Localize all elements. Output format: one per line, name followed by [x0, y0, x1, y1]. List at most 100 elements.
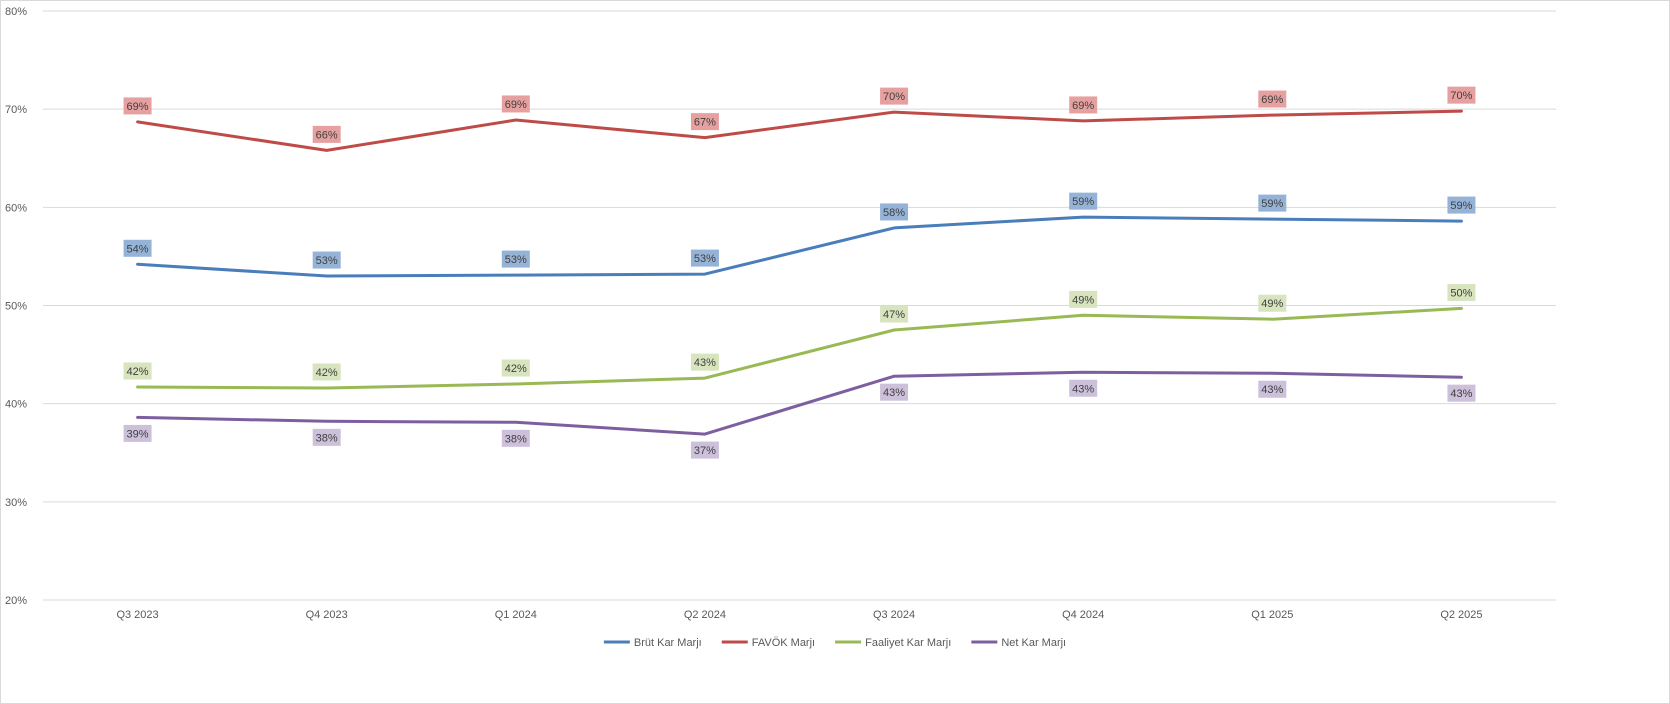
data-label: 43%	[880, 383, 909, 401]
data-label-box	[123, 424, 152, 442]
y-tick-label: 30%	[5, 497, 27, 509]
y-tick-label: 20%	[5, 595, 27, 607]
data-label: 69%	[501, 95, 530, 113]
data-label: 43%	[1258, 380, 1287, 398]
data-label-text: 50%	[1450, 287, 1472, 299]
data-label: 70%	[880, 87, 909, 105]
data-label-text: 42%	[316, 367, 338, 379]
data-label: 43%	[1069, 379, 1098, 397]
data-label-box	[501, 429, 530, 447]
data-label-box	[690, 249, 719, 267]
data-label-box	[1069, 290, 1098, 308]
data-label-text: 70%	[883, 91, 905, 103]
data-label-text: 54%	[127, 243, 149, 255]
data-label-text: 47%	[883, 309, 905, 321]
data-label: 43%	[690, 353, 719, 371]
x-tick-label: Q2 2024	[684, 609, 726, 621]
data-label-box	[1447, 196, 1476, 214]
data-label-box	[1258, 380, 1287, 398]
data-label-text: 49%	[1072, 294, 1094, 306]
x-tick-label: Q4 2023	[306, 609, 348, 621]
data-label: 54%	[123, 239, 152, 257]
legend-label: Brüt Kar Marjı	[634, 637, 702, 649]
x-tick-label: Q4 2024	[1062, 609, 1104, 621]
x-tick-label: Q3 2024	[873, 609, 915, 621]
data-label-box	[1069, 192, 1098, 210]
legend-label: FAVÖK Marjı	[752, 637, 815, 649]
data-label-box	[1069, 96, 1098, 114]
data-label-text: 59%	[1072, 196, 1094, 208]
data-label: 38%	[501, 429, 530, 447]
series-lines	[136, 109, 1463, 436]
legend: Brüt Kar Marjı FAVÖK Marjı Faaliyet Kar Ma…	[603, 637, 1066, 649]
data-label-box	[1258, 294, 1287, 312]
data-label-text: 53%	[316, 255, 338, 267]
data-label-text: 69%	[505, 99, 527, 111]
data-label-text: 69%	[127, 101, 149, 113]
x-tick-label: Q3 2023	[116, 609, 158, 621]
data-label: 49%	[1258, 294, 1287, 312]
y-tick-label: 40%	[5, 399, 27, 411]
legend-item[interactable]: Brüt Kar Marjı	[603, 637, 702, 649]
legend-item[interactable]: Net Kar Marjı	[971, 637, 1066, 649]
data-label: 69%	[123, 97, 152, 115]
data-label: 66%	[312, 125, 341, 143]
data-label: 69%	[1258, 90, 1287, 108]
data-label-box	[880, 203, 909, 221]
data-label-text: 59%	[1450, 200, 1472, 212]
data-label: 59%	[1447, 196, 1476, 214]
data-label: 42%	[123, 362, 152, 380]
data-label-box	[501, 250, 530, 268]
series-line-2	[136, 306, 1463, 390]
data-labels: 54% 53% 53% 53% 58% 59% 59% 59% 69% 66% 69% 67% 70% 6…	[123, 86, 1476, 459]
data-label-box	[123, 97, 152, 115]
data-label-text: 43%	[694, 357, 716, 369]
legend-label: Faaliyet Kar Marjı	[865, 637, 951, 649]
data-label-text: 70%	[1450, 90, 1472, 102]
data-label-box	[1258, 194, 1287, 212]
data-label-box	[690, 113, 719, 131]
data-label: 59%	[1258, 194, 1287, 212]
data-label: 42%	[501, 359, 530, 377]
data-label-text: 37%	[694, 445, 716, 457]
data-label-text: 58%	[883, 207, 905, 219]
data-label-text: 39%	[127, 428, 149, 440]
data-label-text: 67%	[694, 117, 716, 129]
data-label-text: 43%	[1072, 383, 1094, 395]
legend-label: Net Kar Marjı	[1001, 637, 1066, 649]
data-label-text: 69%	[1072, 100, 1094, 112]
x-tick-label: Q1 2024	[495, 609, 537, 621]
data-label-text: 53%	[505, 254, 527, 266]
data-label-text: 69%	[1261, 94, 1283, 106]
data-label: 42%	[312, 363, 341, 381]
data-label-box	[501, 95, 530, 113]
legend-item[interactable]: Faaliyet Kar Marjı	[835, 637, 951, 649]
data-label: 53%	[501, 250, 530, 268]
data-label-box	[312, 428, 341, 446]
data-label-text: 42%	[127, 366, 149, 378]
data-label-box	[312, 363, 341, 381]
data-label: 43%	[1447, 384, 1476, 402]
data-label-box	[1447, 384, 1476, 402]
series-line-0	[136, 215, 1463, 278]
series-line-3	[136, 370, 1463, 436]
data-label-text: 49%	[1261, 298, 1283, 310]
data-label-box	[880, 305, 909, 323]
data-label-text: 38%	[505, 433, 527, 445]
data-label-box	[690, 441, 719, 459]
series-line-1	[136, 109, 1463, 152]
y-tick-label: 60%	[5, 202, 27, 214]
data-label-box	[880, 383, 909, 401]
data-label: 49%	[1069, 290, 1098, 308]
data-label: 70%	[1447, 86, 1476, 104]
legend-item[interactable]: FAVÖK Marjı	[721, 637, 815, 649]
data-label-box	[312, 125, 341, 143]
data-label-text: 43%	[1261, 384, 1283, 396]
y-tick-label: 50%	[5, 301, 27, 313]
gridlines	[43, 10, 1556, 601]
data-label-text: 38%	[316, 432, 338, 444]
x-tick-label: Q1 2025	[1251, 609, 1293, 621]
data-label: 69%	[1069, 96, 1098, 114]
